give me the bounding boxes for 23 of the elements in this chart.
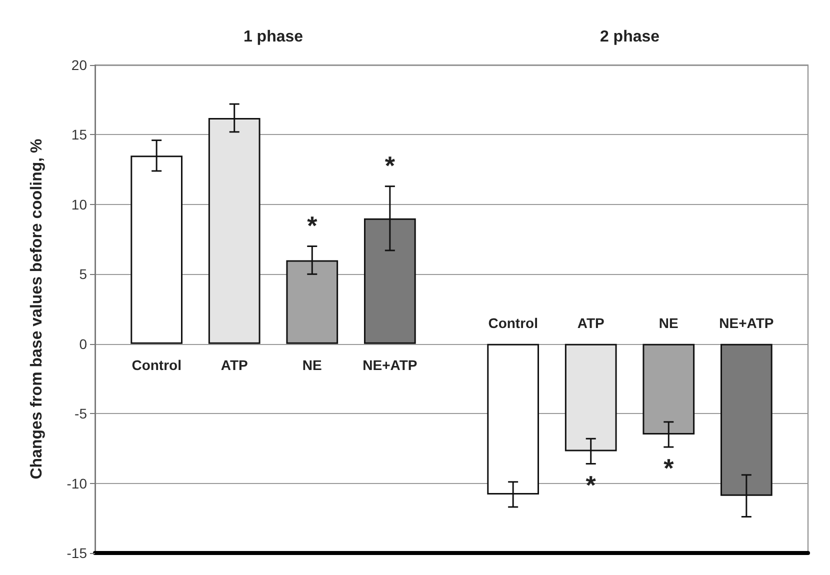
y-tick-label: 10 xyxy=(71,196,88,212)
data-label: * xyxy=(307,210,318,240)
series-label: NE xyxy=(302,356,322,373)
series-label: ATP xyxy=(220,356,248,373)
data-label: * xyxy=(664,453,675,484)
series-label: NE+ATP xyxy=(362,356,418,373)
data-label: * xyxy=(384,150,396,180)
y-axis-title: Changes from base values before cooling, % xyxy=(28,138,46,480)
text: NE xyxy=(658,314,678,331)
y-tick-label: 20 xyxy=(71,57,88,73)
text: Control xyxy=(488,314,538,331)
y-tick-label: 0 xyxy=(79,336,88,352)
y-tick-label: 15 xyxy=(71,126,88,143)
x-tick-label: 1 phase xyxy=(243,28,304,46)
y-tick-label: -10 xyxy=(66,475,88,492)
y-tick-label: -15 xyxy=(66,545,88,561)
data-label: * xyxy=(586,470,597,500)
x-tick-label: 2 phase xyxy=(600,28,660,46)
series-label: Control xyxy=(132,356,182,373)
text: NE+ATP xyxy=(719,314,774,331)
y-tick-label: -5 xyxy=(74,406,88,422)
text: ATP xyxy=(577,314,604,331)
y-tick-label: 5 xyxy=(79,266,88,282)
